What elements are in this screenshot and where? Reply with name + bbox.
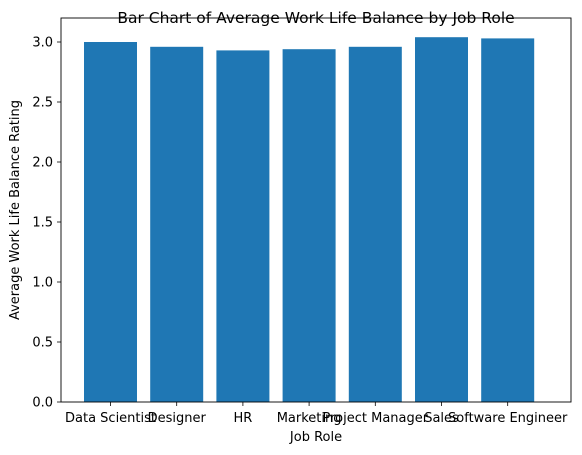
y-axis-label: Average Work Life Balance Rating <box>8 100 23 320</box>
bar-marketing <box>283 49 336 402</box>
x-tick-label: Project Manager <box>323 411 429 426</box>
y-tick-label: 2.0 <box>32 156 53 171</box>
bars-group <box>84 37 534 402</box>
chart-title: Bar Chart of Average Work Life Balance b… <box>117 9 514 27</box>
y-tick-label: 1.5 <box>32 216 53 231</box>
x-tick-label: Data Scientist <box>65 411 156 426</box>
bar-hr <box>216 50 269 402</box>
x-axis-label: Job Role <box>289 430 342 445</box>
bar-designer <box>150 47 203 402</box>
bar-software-engineer <box>481 38 534 402</box>
bar-sales <box>415 37 468 402</box>
y-tick-label: 0.5 <box>32 336 53 351</box>
bar-data-scientist <box>84 42 137 402</box>
y-tick-label: 1.0 <box>32 276 53 291</box>
x-tick-label: HR <box>233 411 252 426</box>
y-tick-label: 3.0 <box>32 36 53 51</box>
x-tick-label: Software Engineer <box>448 411 568 426</box>
y-tick-label: 2.5 <box>32 96 53 111</box>
bar-project-manager <box>349 47 402 402</box>
y-axis-ticks: 0.0 0.5 1.0 1.5 2.0 2.5 3.0 <box>32 36 61 411</box>
y-tick-label: 0.0 <box>32 396 53 411</box>
x-tick-label: Designer <box>148 411 207 426</box>
